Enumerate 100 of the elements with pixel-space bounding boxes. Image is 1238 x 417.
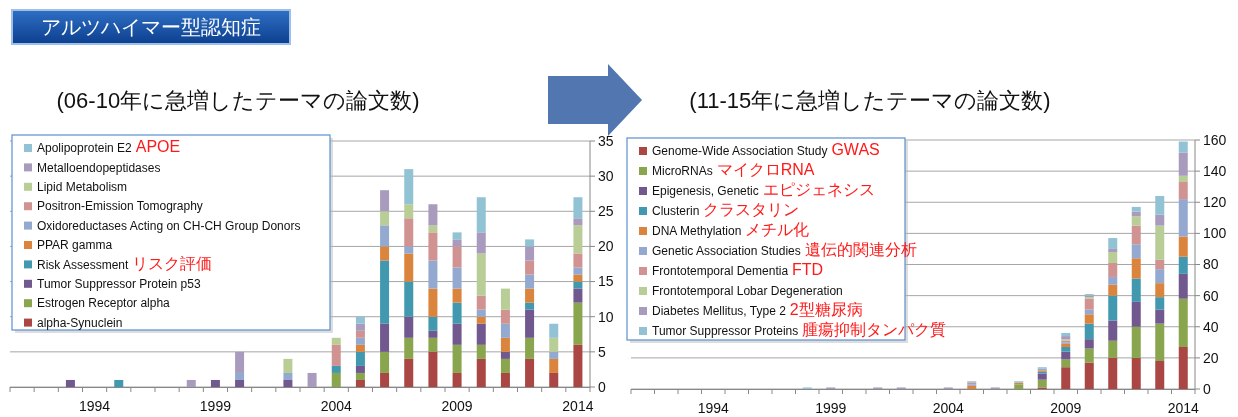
chart-subtitle: (11-15年に急増したテーマの論文数) [689,88,1051,113]
legend-label: Apolipoprotein E2 APOE [37,138,181,156]
bar [1061,367,1071,389]
bar [1084,362,1094,389]
x-tick-label: 2014 [1167,400,1200,416]
bar [283,372,293,380]
bar [428,260,438,289]
legend-label: Genome-Wide Association Study GWAS [652,141,880,159]
legend-label: MicroRNAs マイクロRNA [652,161,815,179]
bar [549,351,559,359]
bar [1014,384,1024,389]
y-tick-label: 15 [598,273,614,290]
bar [1178,141,1188,153]
bar [283,379,293,387]
bar [307,372,317,387]
bar [1084,298,1094,310]
x-tick-label: 2009 [441,398,473,414]
bar [404,358,414,387]
y-tick-label: 35 [598,132,614,149]
bar [235,351,245,373]
bar [428,232,438,261]
bar [1108,284,1118,296]
bar [355,323,365,331]
bar [573,274,583,282]
bar [476,197,486,233]
bar [476,232,486,254]
legend-label: Tumor Suppressor Proteins 腫瘍抑制タンパク質 [652,321,947,339]
bar [452,302,462,324]
y-tick-label: 160 [1203,131,1227,148]
bar [1178,152,1188,176]
legend-label: Estrogen Receptor alpha [37,296,171,311]
y-tick-label: 60 [1203,287,1219,304]
bar [573,281,583,289]
bar [65,379,75,387]
bar [500,288,510,310]
bar [1178,236,1188,257]
bar [355,337,365,345]
legend-label: Diabetes Mellitus, Type 2 2型糖尿病 [652,301,863,319]
x-tick-label: 2004 [320,398,353,414]
bar [1084,339,1094,349]
bar [476,358,486,387]
bar [452,344,462,373]
bar [1178,182,1188,200]
bar [355,351,365,366]
bar [1178,273,1188,299]
bar [573,267,583,275]
bar [573,253,583,268]
bar [1108,295,1118,321]
bar [404,169,414,205]
bar [1108,357,1118,389]
bar [549,323,559,338]
bar [380,260,390,324]
bar [1061,346,1071,352]
bar [1108,276,1118,285]
bar [1131,357,1141,389]
y-tick-label: 10 [598,308,614,325]
legend-label: Risk Assessment リスク評価 [37,254,213,272]
bar [404,218,414,247]
legend-label: DNA Methylation メチル化 [652,221,810,239]
bar [1155,309,1165,324]
bar [525,358,535,387]
bar [186,379,196,387]
bar [1155,225,1165,260]
bar [355,330,365,338]
y-tick-label: 0 [598,378,606,395]
bar [1037,373,1047,380]
bar [331,372,341,387]
x-tick-label: 1994 [79,398,111,414]
bar [500,309,510,324]
bar [1178,346,1188,389]
y-tick-label: 140 [1203,163,1227,180]
y-tick-label: 100 [1203,225,1227,242]
y-tick-label: 20 [1203,349,1219,366]
bar [549,372,559,387]
y-tick-label: 120 [1203,194,1227,211]
y-tick-label: 25 [598,203,614,220]
bar [1131,326,1141,358]
y-tick-label: 20 [598,238,614,255]
bar [1155,214,1165,226]
bar [380,246,390,261]
y-tick-label: 40 [1203,318,1219,335]
bar [525,239,535,247]
bar [525,337,535,359]
bar [428,351,438,387]
bar [452,323,462,345]
bar [235,372,245,380]
legend-label: Genetic Association Studies 遺伝的関連分析 [652,241,917,259]
x-tick-label: 1999 [199,398,232,414]
bar [1131,244,1141,259]
bar [1084,314,1094,324]
bar [235,379,245,387]
bar [1131,258,1141,279]
bar [476,316,486,324]
legend-label: Positron-Emission Tomography [37,199,203,214]
y-tick-label: 30 [598,168,614,185]
bar [573,288,583,303]
bar [500,323,510,338]
bar [500,351,510,359]
bar [1178,298,1188,347]
bar [428,337,438,352]
